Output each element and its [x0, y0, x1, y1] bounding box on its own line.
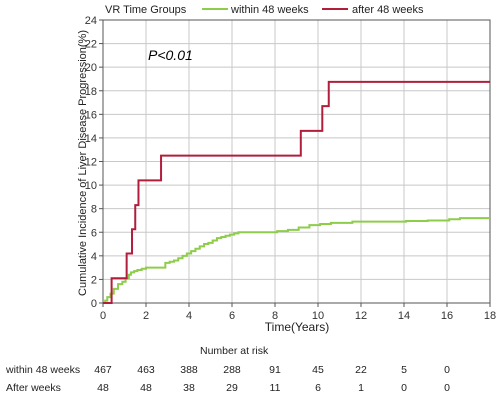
- risk-cell: 29: [226, 382, 238, 394]
- y-axis-title: Cumulative Incidence of Liver Disease Pr…: [77, 30, 89, 296]
- risk-cell: 288: [223, 364, 241, 376]
- series-line-after-48-weeks: [103, 80, 490, 304]
- x-tick-label: 8: [272, 310, 278, 322]
- risk-cell: 0: [401, 382, 407, 394]
- legend-label-after: after 48 weeks: [352, 4, 424, 16]
- risk-row-label-after: After weeks: [6, 382, 61, 394]
- risk-cell: 11: [269, 382, 281, 394]
- y-tick-label: 12: [85, 157, 97, 169]
- x-tick-label: 10: [312, 310, 324, 322]
- x-tick-label: 12: [355, 310, 367, 322]
- y-tick-label: 22: [85, 39, 97, 51]
- y-tick-label: 8: [91, 204, 97, 216]
- x-tick-label: 6: [229, 310, 235, 322]
- risk-table-title: Number at risk: [200, 345, 269, 357]
- y-tick-label: 14: [85, 133, 97, 145]
- risk-cell: 38: [183, 382, 195, 394]
- y-tick-label: 2: [91, 274, 97, 286]
- grid-lines: [103, 20, 490, 303]
- risk-cell: 0: [444, 382, 450, 394]
- risk-cell: 5: [401, 364, 407, 376]
- x-tick-label: 14: [398, 310, 410, 322]
- x-tick-label: 16: [441, 310, 453, 322]
- x-tick-label: 4: [186, 310, 192, 322]
- legend: VR Time Groups within 48 weeks after 48 …: [105, 4, 424, 16]
- risk-row-label-within: within 48 weeks: [6, 364, 81, 376]
- series-line-within-48-weeks: [103, 217, 490, 304]
- y-tick-label: 18: [85, 86, 97, 98]
- x-tick-label: 0: [100, 310, 106, 322]
- y-tick-label: 4: [91, 251, 97, 263]
- x-tick-label: 2: [143, 310, 149, 322]
- risk-cell: 388: [180, 364, 198, 376]
- risk-cell: 22: [355, 364, 367, 376]
- risk-cell: 0: [444, 364, 450, 376]
- p-value-annotation: P<0.01: [148, 47, 193, 63]
- y-tick-label: 6: [91, 227, 97, 239]
- risk-cell: 463: [137, 364, 155, 376]
- y-tick-label: 24: [85, 15, 97, 27]
- y-tick-label: 0: [91, 298, 97, 310]
- risk-cell: 467: [94, 364, 112, 376]
- risk-cell: 6: [315, 382, 321, 394]
- risk-cell: 48: [140, 382, 152, 394]
- y-tick-label: 10: [85, 180, 97, 192]
- risk-cell: 91: [269, 364, 281, 376]
- risk-table: Number at risk within 48 weeks After wee…: [0, 342, 498, 416]
- legend-label-within: within 48 weeks: [230, 4, 309, 16]
- risk-cell: 45: [312, 364, 324, 376]
- x-axis-ticks: 0 2 4 6 8 10 12 14 16 18: [100, 303, 496, 322]
- legend-title: VR Time Groups: [105, 4, 187, 16]
- y-tick-label: 16: [85, 109, 97, 121]
- risk-cell: 48: [97, 382, 109, 394]
- risk-cell: 1: [358, 382, 364, 394]
- x-axis-title: Time(Years): [265, 320, 329, 334]
- y-tick-label: 20: [85, 62, 97, 74]
- x-tick-label: 18: [484, 310, 496, 322]
- series-layer: [103, 80, 490, 304]
